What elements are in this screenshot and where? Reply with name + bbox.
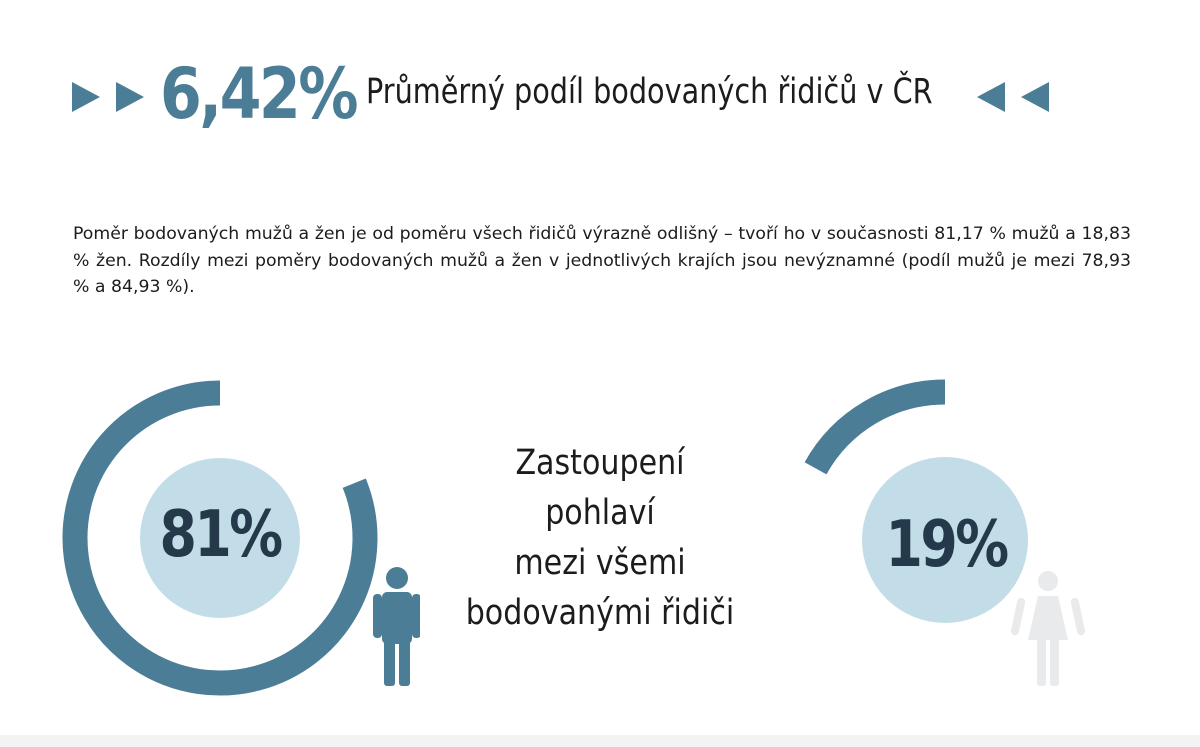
- women-percentage: 19%: [885, 508, 1009, 582]
- average-share-value: 6,42%: [160, 53, 359, 135]
- female-person-icon: [1010, 571, 1086, 686]
- women-share-arc: [804, 379, 946, 475]
- left-arrows-decoration: [72, 82, 144, 112]
- male-person-icon: [373, 567, 420, 686]
- men-ring-chart: [62, 380, 420, 696]
- right-arrows-decoration: [977, 82, 1049, 112]
- arrow-left-icon: [1021, 82, 1049, 112]
- gender-title-line-3: bodovanými řidiči: [465, 593, 735, 633]
- men-percentage: 81%: [159, 498, 283, 572]
- page-title: Průměrný podíl bodovaných řidičů v ČR: [366, 72, 933, 112]
- men-share-arc: [62, 380, 378, 696]
- arrow-left-icon: [977, 82, 1005, 112]
- intro-paragraph: Poměr bodovaných mužů a žen je od poměru…: [73, 224, 1131, 297]
- arrow-right-icon: [116, 82, 144, 112]
- bottom-strip: [0, 735, 1200, 747]
- women-inner-circle: [862, 457, 1028, 623]
- arrow-right-icon: [72, 82, 100, 112]
- gender-title-line-1: Zastoupení pohlaví: [515, 443, 685, 533]
- gender-section-title: Zastoupení pohlaví mezi všemi bodovanými…: [462, 438, 737, 638]
- men-inner-circle: [140, 458, 300, 618]
- women-ring-chart: [804, 379, 1086, 686]
- gender-title-line-2: mezi všemi: [514, 543, 686, 583]
